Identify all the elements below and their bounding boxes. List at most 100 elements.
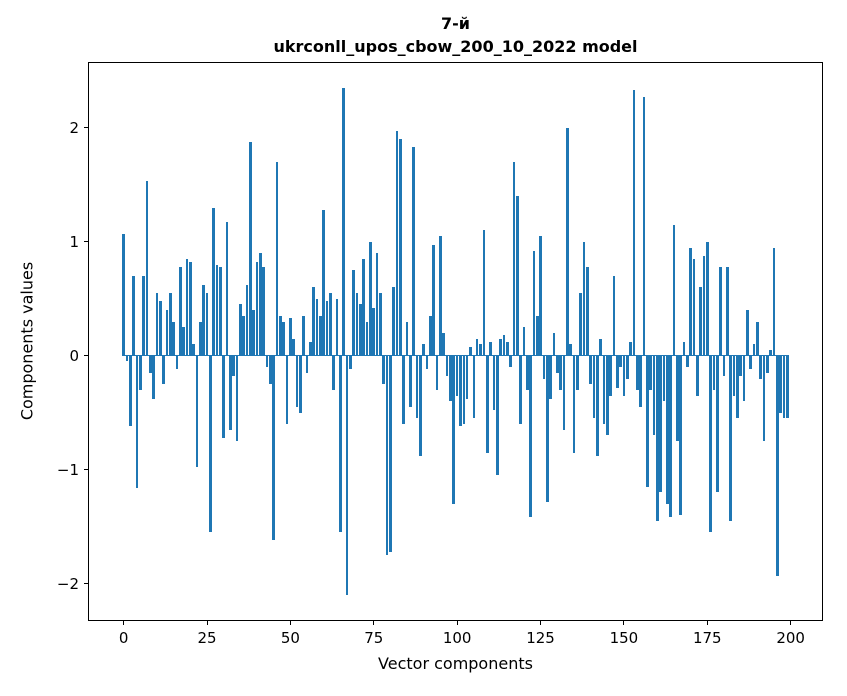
bar [485, 355, 489, 453]
bar [602, 355, 606, 425]
bar [645, 355, 649, 487]
y-tick-label: 2 [69, 118, 79, 137]
bar [359, 304, 362, 356]
bar [612, 276, 616, 356]
bar [615, 355, 619, 388]
bar [429, 315, 432, 356]
bar [725, 266, 729, 356]
bar [265, 355, 269, 368]
x-tick-label: 150 [609, 629, 639, 647]
bar [662, 355, 666, 402]
x-axis-label: Vector components [378, 654, 533, 673]
bar [269, 355, 272, 385]
bar [389, 355, 392, 552]
bar [675, 355, 679, 442]
bar [412, 147, 416, 356]
bar [469, 346, 472, 356]
bar [499, 338, 502, 356]
bar [582, 241, 586, 356]
bar [545, 355, 549, 502]
bar [505, 342, 509, 356]
bar [245, 285, 249, 356]
bar [205, 293, 209, 356]
bar [349, 355, 352, 370]
bar [642, 97, 646, 356]
bar [755, 321, 759, 356]
bar [782, 355, 786, 419]
bar [332, 355, 336, 390]
bar [775, 355, 779, 576]
bar [665, 355, 669, 504]
bar [365, 321, 369, 356]
x-tick-label: 175 [692, 629, 722, 647]
bar [185, 258, 189, 356]
bar [759, 355, 762, 379]
bar [302, 315, 306, 356]
bar [289, 318, 292, 356]
bar [409, 355, 412, 407]
bar [769, 350, 772, 356]
bar [452, 355, 456, 504]
bar [322, 209, 326, 356]
bar [432, 245, 436, 356]
bar [762, 355, 766, 442]
bar [219, 266, 222, 356]
bar [509, 355, 512, 368]
bar [635, 355, 639, 390]
bar [442, 332, 446, 356]
bar [745, 310, 749, 356]
bar [475, 338, 479, 356]
bar [392, 287, 396, 356]
bar [519, 355, 522, 425]
bar [292, 338, 296, 356]
bar [155, 293, 159, 356]
chart-title-line2: ukrconll_upos_cbow_200_10_2022 model [273, 37, 638, 57]
y-tick-label: −2 [56, 574, 79, 593]
bar [709, 355, 712, 533]
bar [465, 355, 469, 400]
x-tick-mark [540, 620, 542, 625]
bar [439, 236, 442, 356]
bar [135, 355, 139, 488]
bar [772, 247, 776, 356]
x-tick-label: 125 [526, 629, 555, 647]
bar [492, 355, 496, 411]
bar [275, 162, 279, 356]
bar [325, 301, 329, 356]
bar [579, 293, 582, 356]
bar [529, 355, 532, 518]
bar [455, 355, 459, 396]
bar [459, 355, 462, 427]
bar [209, 355, 212, 533]
bar [525, 355, 529, 390]
bar [569, 344, 572, 356]
bar [739, 355, 742, 377]
x-tick-mark [456, 620, 458, 625]
bar [479, 344, 482, 356]
bar [175, 355, 179, 370]
bar [309, 342, 312, 356]
bar [595, 355, 599, 456]
y-axis-label: Components values [17, 261, 37, 421]
bar [152, 355, 156, 400]
bar [382, 355, 386, 385]
bar [385, 355, 389, 556]
x-tick-label: 100 [442, 629, 472, 647]
bar [462, 355, 466, 425]
bar [752, 344, 756, 356]
bar [715, 355, 719, 493]
bar [335, 298, 339, 356]
bar [532, 250, 536, 356]
bar [685, 355, 689, 368]
bar [552, 332, 556, 356]
bar [255, 262, 259, 356]
x-tick-label: 0 [118, 629, 129, 647]
bar [172, 321, 176, 356]
bar [312, 287, 316, 356]
bar [235, 355, 239, 442]
bar [779, 355, 782, 413]
bar [622, 355, 626, 396]
bar [495, 355, 499, 476]
bar [549, 355, 552, 400]
